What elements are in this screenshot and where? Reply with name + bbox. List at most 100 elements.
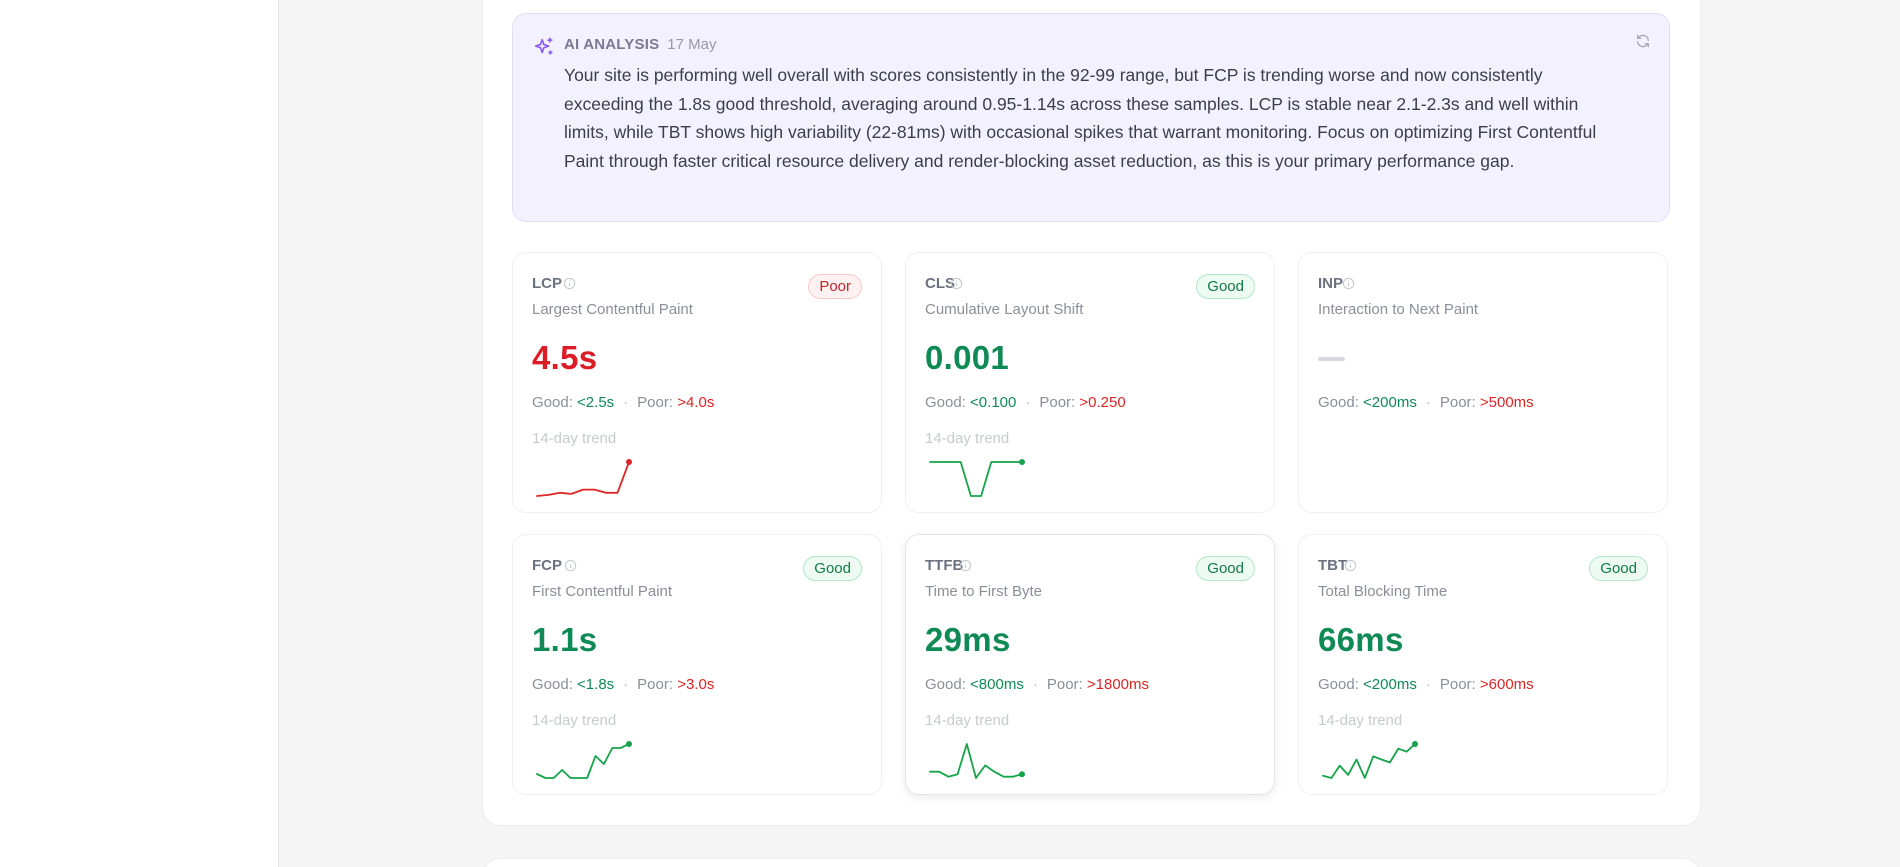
status-badge: Good (1196, 274, 1255, 299)
trend-line (536, 743, 630, 779)
metric-name: Time to First Byte (925, 583, 1042, 600)
separator-dot: · (1425, 394, 1431, 411)
poor-threshold: >500ms (1479, 394, 1534, 411)
metric-thresholds: Good: <1.8s · Poor: >3.0s (532, 676, 714, 693)
good-threshold: <2.5s (577, 394, 615, 411)
good-threshold: <0.100 (970, 394, 1017, 411)
info-icon[interactable] (1342, 277, 1355, 290)
metric-abbr: CLS (925, 275, 955, 292)
metric-abbr: INP (1318, 275, 1344, 292)
trend-line (929, 743, 1023, 779)
metric-card-cls[interactable]: CLS Cumulative Layout Shift Good 0.001 G… (905, 252, 1275, 513)
good-label: Good: (1318, 676, 1359, 693)
metric-card-ttfb[interactable]: TTFB Time to First Byte Good 29ms Good: … (905, 534, 1275, 795)
separator-dot: · (1032, 676, 1038, 693)
good-label: Good: (925, 676, 966, 693)
metric-name: First Contentful Paint (532, 583, 673, 600)
metric-thresholds: Good: <200ms · Poor: >600ms (1318, 676, 1534, 693)
poor-threshold: >600ms (1479, 676, 1534, 693)
separator-dot: · (1425, 676, 1431, 693)
poor-label: Poor: (1439, 394, 1476, 411)
good-label: Good: (532, 394, 573, 411)
trend-latest-point (1019, 459, 1025, 465)
good-label: Good: (1318, 394, 1359, 411)
trend-line (536, 461, 630, 497)
info-icon[interactable] (563, 277, 576, 290)
poor-threshold: >3.0s (677, 676, 715, 693)
metric-value: 0.001 (925, 339, 1010, 376)
trend-sparkline (536, 741, 632, 779)
trend-sparkline (1322, 741, 1418, 779)
ai-analysis-box: AI ANALYSIS 17 May Your site is performin… (512, 13, 1670, 222)
poor-threshold: >1800ms (1086, 676, 1149, 693)
metric-card-fcp[interactable]: FCP First Contentful Paint Good 1.1s Goo… (512, 534, 882, 795)
ai-analysis-text: Your site is performing well overall wit… (564, 65, 1597, 171)
trend-latest-point (626, 741, 632, 747)
no-data-dash (1318, 357, 1345, 361)
status-badge: Good (803, 556, 862, 581)
trend-label: 14-day trend (925, 430, 1010, 447)
trend-latest-point (1019, 771, 1025, 778)
status-badge: Good (1589, 556, 1648, 581)
sparkle-icon (534, 37, 553, 55)
metric-thresholds: Good: <200ms · Poor: >500ms (1318, 394, 1534, 411)
good-threshold: <800ms (970, 676, 1024, 693)
poor-label: Poor: (637, 676, 674, 693)
metric-name: Largest Contentful Paint (532, 301, 693, 318)
metric-value: 29ms (925, 621, 1011, 658)
poor-threshold: >0.250 (1079, 394, 1126, 411)
trend-sparkline (536, 459, 632, 497)
status-badge: Poor (808, 274, 862, 299)
metric-abbr: LCP (532, 275, 562, 292)
metric-value: 1.1s (532, 621, 598, 658)
separator-dot: · (1025, 394, 1031, 411)
good-threshold: <200ms (1363, 676, 1417, 693)
metric-card-lcp[interactable]: LCP Largest Contentful Paint Poor 4.5s G… (512, 252, 882, 513)
ai-analysis-label: AI ANALYSIS (564, 36, 660, 53)
metric-name: Cumulative Layout Shift (925, 301, 1084, 318)
trend-sparkline (929, 459, 1025, 497)
trend-label: 14-day trend (925, 712, 1010, 729)
good-label: Good: (532, 676, 573, 693)
metric-thresholds: Good: <0.100 · Poor: >0.250 (925, 394, 1126, 411)
ai-analysis-header: AI ANALYSIS 17 May (564, 36, 716, 53)
metric-name: Total Blocking Time (1318, 583, 1448, 600)
ai-analysis-date: 17 May (667, 36, 717, 53)
info-icon[interactable] (950, 277, 963, 290)
next-section-card (482, 858, 1701, 867)
trend-line (929, 461, 1023, 497)
trend-sparkline (929, 743, 1025, 779)
refresh-icon[interactable] (1635, 33, 1651, 49)
trend-label: 14-day trend (1318, 712, 1403, 729)
good-threshold: <1.8s (577, 676, 615, 693)
poor-label: Poor: (1046, 676, 1083, 693)
metric-abbr: TBT (1318, 557, 1348, 574)
trend-latest-point (626, 459, 632, 465)
info-icon[interactable] (564, 559, 577, 572)
metric-value: 4.5s (532, 339, 598, 376)
metric-value: 66ms (1318, 621, 1404, 658)
poor-label: Poor: (1439, 676, 1476, 693)
metric-thresholds: Good: <2.5s · Poor: >4.0s (532, 394, 714, 411)
poor-threshold: >4.0s (677, 394, 715, 411)
separator-dot: · (623, 676, 629, 693)
metric-thresholds: Good: <800ms · Poor: >1800ms (925, 676, 1149, 693)
separator-dot: · (623, 394, 629, 411)
trend-label: 14-day trend (532, 430, 617, 447)
poor-label: Poor: (637, 394, 674, 411)
status-badge: Good (1196, 556, 1255, 581)
good-threshold: <200ms (1363, 394, 1417, 411)
good-label: Good: (925, 394, 966, 411)
metric-card-tbt[interactable]: TBT Total Blocking Time Good 66ms Good: … (1298, 534, 1668, 795)
trend-latest-point (1412, 741, 1418, 747)
info-icon[interactable] (959, 559, 972, 572)
trend-label: 14-day trend (532, 712, 617, 729)
poor-label: Poor: (1039, 394, 1076, 411)
metric-abbr: TTFB (925, 557, 964, 574)
metric-name: Interaction to Next Paint (1318, 301, 1479, 318)
info-icon[interactable] (1344, 559, 1357, 572)
left-sidebar (0, 0, 279, 867)
metric-abbr: FCP (532, 557, 562, 574)
trend-line (1322, 743, 1416, 779)
metric-card-inp[interactable]: INP Interaction to Next Paint Good: <200… (1298, 252, 1668, 513)
